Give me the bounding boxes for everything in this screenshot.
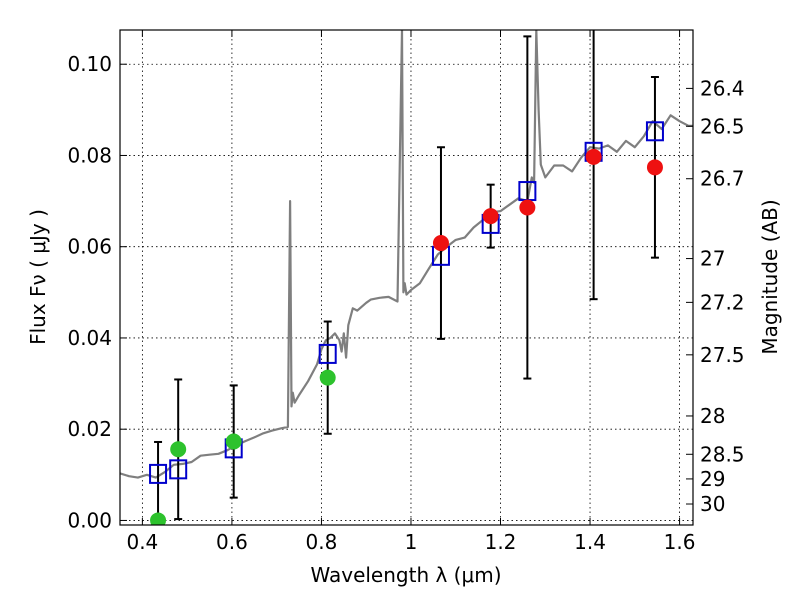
observed-nir-point — [433, 236, 448, 251]
y-tick-label: 0.08 — [67, 143, 112, 167]
right-y-axis-title: Magnitude (AB) — [758, 199, 782, 354]
y-axis-title: Flux Fν ( μJy ) — [26, 209, 50, 345]
x-tick-label: 1.6 — [664, 530, 696, 554]
x-tick-label: 1.2 — [485, 530, 517, 554]
observed-optical-point — [226, 434, 241, 449]
right-y-tick-label: 27.2 — [700, 290, 745, 314]
right-y-tick-label: 27 — [700, 247, 725, 271]
plot-frame — [120, 30, 693, 525]
x-tick-label: 0.4 — [126, 530, 158, 554]
y-tick-label: 0.02 — [67, 417, 112, 441]
y-tick-label: 0.06 — [67, 235, 112, 259]
observed-optical-point — [171, 442, 186, 457]
spectrum-layer — [120, 30, 693, 478]
x-tick-label: 0.8 — [306, 530, 338, 554]
grid-lines — [120, 30, 693, 525]
x-tick-label: 1 — [405, 530, 418, 554]
x-tick-label: 0.6 — [216, 530, 248, 554]
y-tick-label: 0.10 — [67, 52, 112, 76]
right-y-tick-label: 27.5 — [700, 343, 745, 367]
right-y-tick-label: 28 — [700, 404, 725, 428]
y-tick-label: 0.04 — [67, 326, 112, 350]
observed-nir-point — [647, 160, 662, 175]
right-y-tick-label: 26.4 — [700, 76, 745, 100]
sed-chart: 0.4 0.6 0.8 1 1.2 1.4 1.6 0.00 0.02 0.04 0.06 0.08 0… — [0, 0, 800, 600]
right-y-tick-label: 26.5 — [700, 114, 745, 138]
right-y-tick-label: 29 — [700, 467, 725, 491]
observed-nir-point — [483, 209, 498, 224]
right-y-tick-label: 28.5 — [700, 442, 745, 466]
right-y-tick-label: 30 — [700, 492, 725, 516]
x-tick-label: 1.4 — [574, 530, 606, 554]
axes — [120, 30, 693, 525]
right-y-tick-label: 26.7 — [700, 167, 745, 191]
markers — [150, 122, 663, 528]
observed-optical-point — [151, 513, 166, 528]
spectrum-line — [120, 30, 693, 478]
tick-labels: 0.4 0.6 0.8 1 1.2 1.4 1.6 0.00 0.02 0.04 0.06 0.08 0… — [67, 52, 744, 554]
observed-nir-point — [586, 149, 601, 164]
observed-nir-point — [520, 200, 535, 215]
x-axis-title: Wavelength λ (μm) — [310, 563, 501, 587]
y-tick-label: 0.00 — [67, 508, 112, 532]
observed-optical-point — [320, 370, 335, 385]
